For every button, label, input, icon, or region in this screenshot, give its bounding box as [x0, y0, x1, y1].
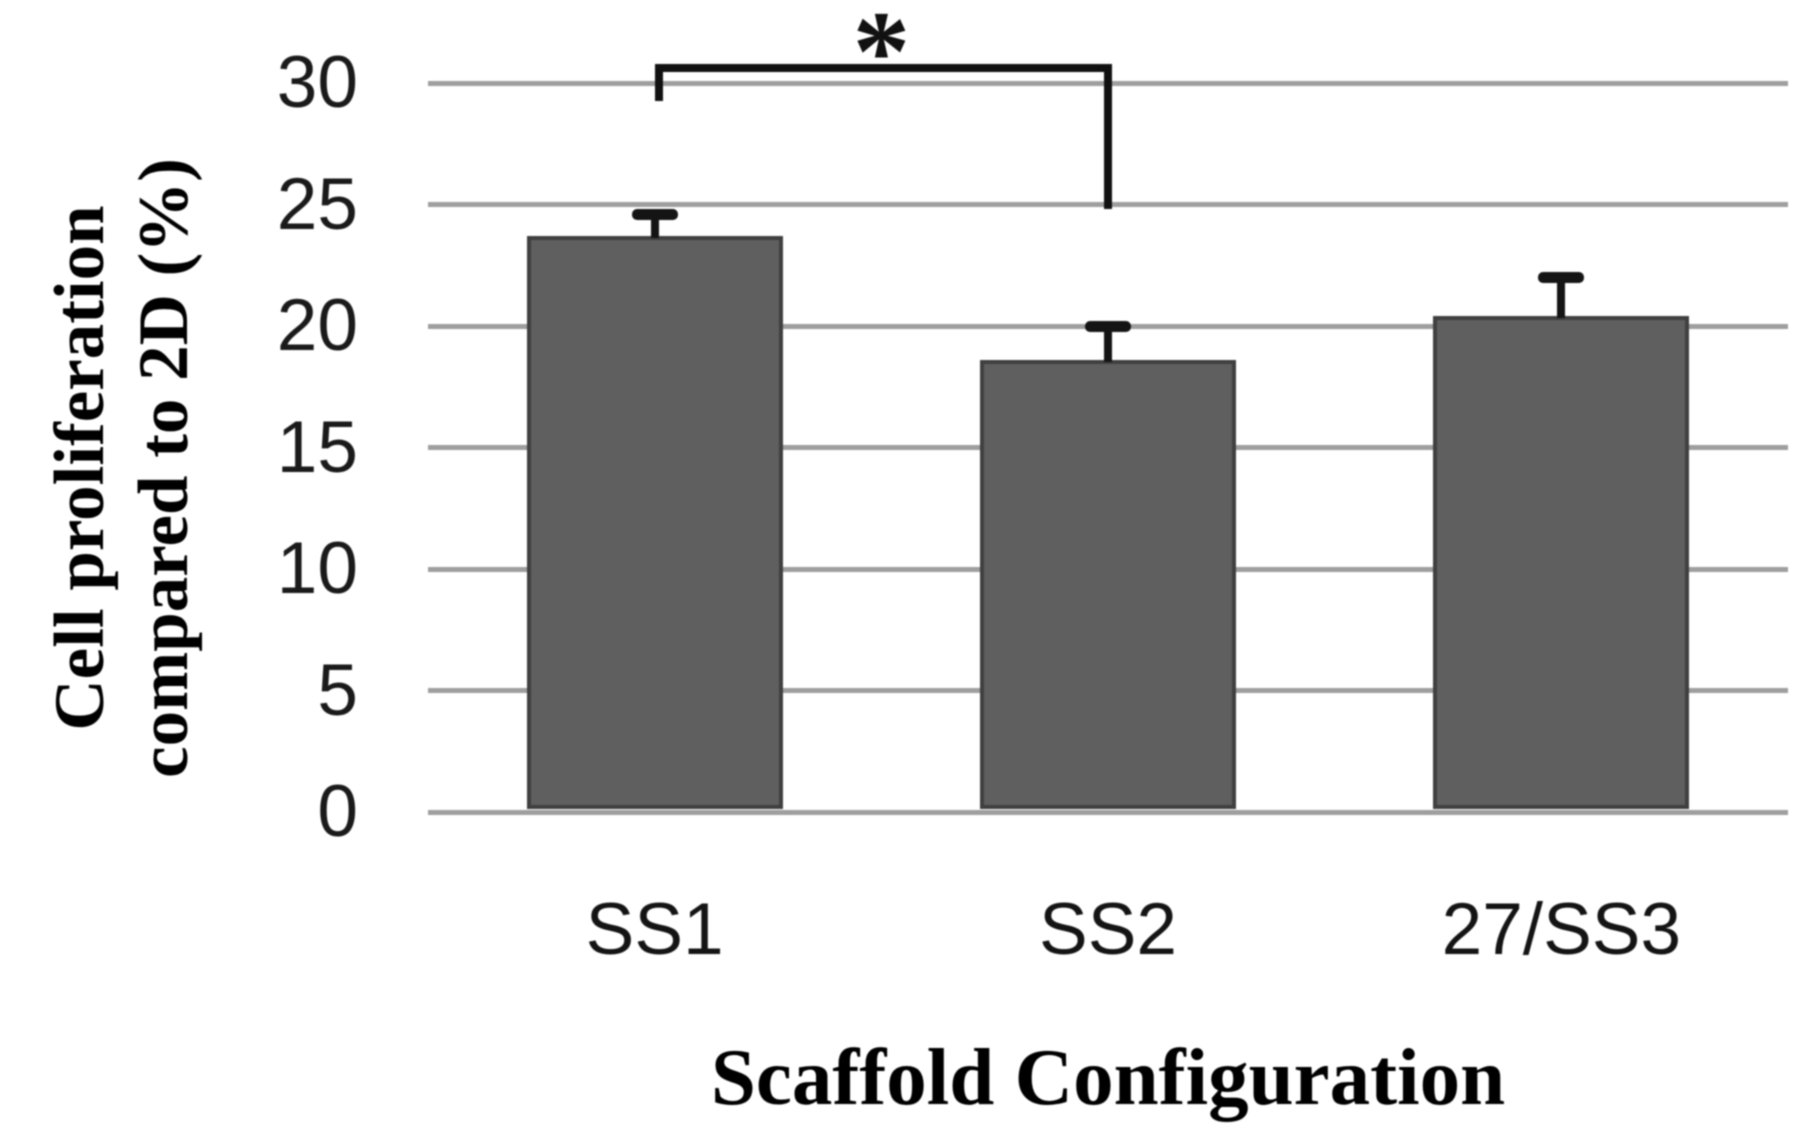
gridline-y-0 — [428, 809, 1788, 815]
bar-ss2 — [980, 360, 1236, 809]
significance-bracket-top — [654, 64, 1112, 72]
error-bar-cap-ss2 — [1085, 321, 1131, 332]
significance-bracket-left-tick — [654, 64, 663, 101]
error-bar-whisker-27-ss3 — [1557, 282, 1566, 319]
y-tick-label-0: 0 — [317, 771, 358, 852]
significance-asterisk: * — [852, 0, 911, 115]
significance-bracket-right-drop — [1104, 64, 1112, 209]
x-tick-label-ss2: SS2 — [1039, 889, 1177, 970]
error-bar-whisker-ss2 — [1104, 331, 1112, 363]
error-bar-cap-27-ss3 — [1538, 272, 1585, 284]
y-tick-label-15: 15 — [276, 406, 358, 488]
y-tick-label-10: 10 — [276, 528, 358, 609]
x-axis-title: Scaffold Configuration — [710, 1032, 1506, 1122]
y-tick-label-30: 30 — [276, 42, 358, 123]
y-tick-label-25: 25 — [276, 163, 358, 245]
x-tick-label-ss1: SS1 — [585, 889, 724, 970]
x-tick-label-27-ss3: 27/SS3 — [1441, 889, 1682, 970]
y-tick-label-5: 5 — [317, 649, 358, 731]
bar-27-ss3 — [1433, 316, 1690, 809]
error-bar-whisker-ss1 — [650, 219, 659, 239]
y-tick-label-20: 20 — [276, 285, 358, 366]
error-bar-cap-ss1 — [631, 209, 678, 221]
bar-ss1 — [526, 236, 783, 809]
